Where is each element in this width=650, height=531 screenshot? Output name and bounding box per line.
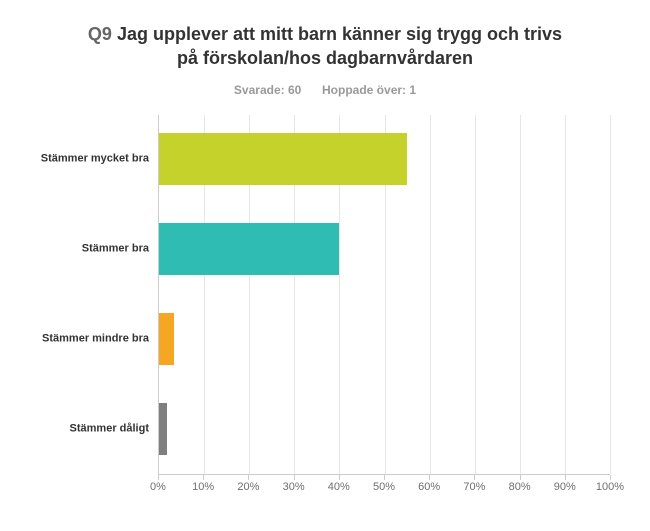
category-label: Stämmer dåligt: [31, 422, 159, 435]
bar: [159, 313, 174, 365]
x-tick-label: 100%: [596, 481, 624, 493]
x-tick-mark: [429, 475, 430, 480]
bar-row: Stämmer bra: [159, 204, 610, 294]
answered-label: Svarade:: [234, 83, 285, 97]
bar-row: Stämmer dåligt: [159, 384, 610, 474]
x-tick-label: 60%: [418, 481, 440, 493]
category-label: Stämmer mindre bra: [31, 332, 159, 345]
x-tick-label: 40%: [328, 481, 350, 493]
x-tick-mark: [158, 475, 159, 480]
x-tick-mark: [384, 475, 385, 480]
grid-line: [610, 115, 611, 474]
bar: [159, 223, 339, 275]
bar-row: Stämmer mindre bra: [159, 294, 610, 384]
x-tick-mark: [474, 475, 475, 480]
x-tick-mark: [339, 475, 340, 480]
x-axis: 0%10%20%30%40%50%60%70%80%90%100%: [158, 475, 610, 499]
bar: [159, 133, 407, 185]
x-tick-mark: [294, 475, 295, 480]
answered-value: 60: [288, 83, 301, 97]
skipped-value: 1: [409, 83, 416, 97]
category-label: Stämmer bra: [31, 243, 159, 256]
x-tick-mark: [520, 475, 521, 480]
skipped-label: Hoppade över:: [322, 83, 406, 97]
bar-row: Stämmer mycket bra: [159, 115, 610, 205]
chart-subtitle: Svarade: 60 Hoppade över: 1: [20, 83, 630, 97]
x-tick-label: 20%: [237, 481, 259, 493]
x-tick-mark: [248, 475, 249, 480]
x-tick-label: 90%: [554, 481, 576, 493]
x-tick-mark: [203, 475, 204, 480]
bar: [159, 403, 167, 455]
survey-bar-chart: Q9 Jag upplever att mitt barn känner sig…: [0, 0, 650, 531]
chart-title: Q9 Jag upplever att mitt barn känner sig…: [75, 22, 575, 71]
x-tick-label: 10%: [192, 481, 214, 493]
x-tick-label: 70%: [463, 481, 485, 493]
question-number: Q9: [88, 24, 112, 44]
chart-title-text: Jag upplever att mitt barn känner sig tr…: [117, 24, 562, 68]
x-tick-label: 0%: [150, 481, 166, 493]
x-tick-label: 50%: [373, 481, 395, 493]
x-tick-label: 30%: [283, 481, 305, 493]
x-tick-label: 80%: [509, 481, 531, 493]
category-label: Stämmer mycket bra: [31, 153, 159, 166]
x-tick-mark: [610, 475, 611, 480]
plot-area: Stämmer mycket braStämmer braStämmer min…: [158, 115, 610, 475]
x-tick-mark: [565, 475, 566, 480]
